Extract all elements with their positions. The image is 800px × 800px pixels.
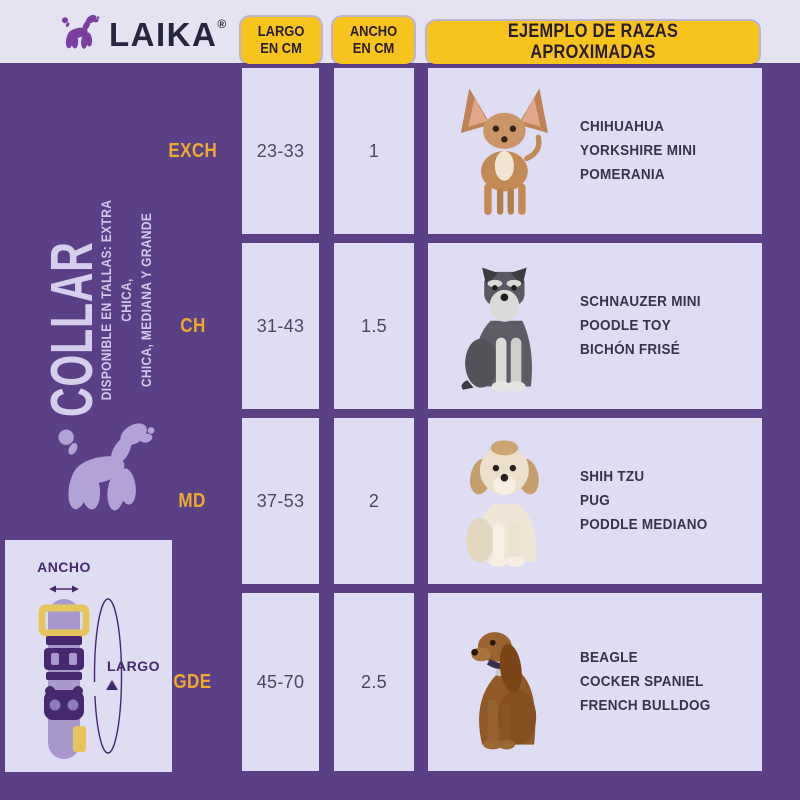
balloon-dog-illustration xyxy=(34,416,160,524)
header-ancho-label: ANCHO EN CM xyxy=(349,23,398,57)
width-arrow-icon xyxy=(49,585,79,593)
dog-image-shih-tzu xyxy=(428,432,580,570)
length-arrow-icon xyxy=(93,598,123,754)
cell-razas-ch: SCHNAUZER MINI POODLE TOY BICHÓN FRISÉ xyxy=(428,243,762,409)
header-largo-label: LARGO EN CM xyxy=(257,23,305,57)
brand-name: LAIKA xyxy=(109,16,218,53)
ancho-label: ANCHO xyxy=(37,559,91,575)
cell-largo-md: 37-53 xyxy=(242,418,319,584)
dog-image-chihuahua xyxy=(428,82,580,220)
collar-measurement-diagram: ANCHO LARGO xyxy=(5,540,172,772)
registered-mark: ® xyxy=(217,17,227,31)
cell-razas-md: SHIH TZU PUG PODDLE MEDIANO xyxy=(428,418,762,584)
balloon-dog-logo-icon xyxy=(52,12,102,54)
breed-list: SCHNAUZER MINI POODLE TOY BICHÓN FRISÉ xyxy=(580,293,701,358)
collar-illustration xyxy=(38,599,90,759)
cell-largo-gde: 45-70 xyxy=(242,593,319,771)
size-label-ch: CH xyxy=(179,315,206,337)
breed-list: BEAGLE COCKER SPANIEL FRENCH BULLDOG xyxy=(580,649,711,714)
dog-image-cocker-spaniel xyxy=(428,613,580,751)
cell-razas-exch: CHIHUAHUA YORKSHIRE MINI POMERANIA xyxy=(428,68,762,234)
header-ancho-en-cm: ANCHO EN CM xyxy=(333,17,414,64)
cell-ancho-ch: 1.5 xyxy=(334,243,414,409)
dog-image-schnauzer-mini xyxy=(428,257,580,395)
largo-label: LARGO xyxy=(107,658,161,674)
breed-list: SHIH TZU PUG PODDLE MEDIANO xyxy=(580,468,708,533)
size-label-exch: EXCH xyxy=(168,140,217,162)
cell-ancho-gde: 2.5 xyxy=(334,593,414,771)
laika-logo: LAIKA® xyxy=(52,12,226,54)
cell-razas-gde: BEAGLE COCKER SPANIEL FRENCH BULLDOG xyxy=(428,593,762,771)
cell-ancho-md: 2 xyxy=(334,418,414,584)
size-label-gde: GDE xyxy=(173,671,212,693)
availability-note: DISPONIBLE EN TALLAS: EXTRA CHICA, CHICA… xyxy=(98,199,154,401)
header-razas-label: EJEMPLO DE RAZAS APROXIMADAS xyxy=(507,20,679,63)
cell-largo-ch: 31-43 xyxy=(242,243,319,409)
brand-wordmark: LAIKA® xyxy=(109,18,226,54)
size-label-md: MD xyxy=(178,490,207,512)
header-razas: EJEMPLO DE RAZAS APROXIMADAS xyxy=(427,21,759,64)
breed-list: CHIHUAHUA YORKSHIRE MINI POMERANIA xyxy=(580,118,697,183)
header-largo-en-cm: LARGO EN CM xyxy=(241,17,321,64)
cell-largo-exch: 23-33 xyxy=(242,68,319,234)
cell-ancho-exch: 1 xyxy=(334,68,414,234)
